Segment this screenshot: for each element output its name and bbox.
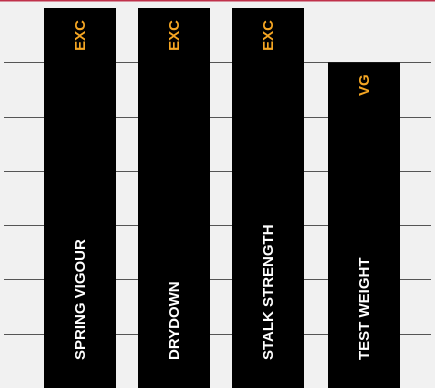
bar-rating-label: EXC	[166, 20, 183, 51]
bar-group: STALK STRENGTH EXC	[232, 8, 304, 388]
bar-group: DRYDOWN EXC	[138, 8, 210, 388]
bar-rating-label: VG	[356, 74, 373, 96]
bar-category-label: TEST WEIGHT	[356, 258, 373, 361]
bar-category-label: STALK STRENGTH	[260, 224, 277, 360]
bar	[232, 8, 304, 388]
bar-rating-label: EXC	[72, 20, 89, 51]
bar	[138, 8, 210, 388]
bar-category-label: DRYDOWN	[166, 281, 183, 360]
bar	[328, 62, 400, 388]
bar	[44, 8, 116, 388]
bar-group: TEST WEIGHT VG	[328, 62, 400, 388]
bar-rating-label: EXC	[260, 20, 277, 51]
bar-group: SPRING VIGOUR EXC	[44, 8, 116, 388]
bar-category-label: SPRING VIGOUR	[72, 239, 89, 360]
